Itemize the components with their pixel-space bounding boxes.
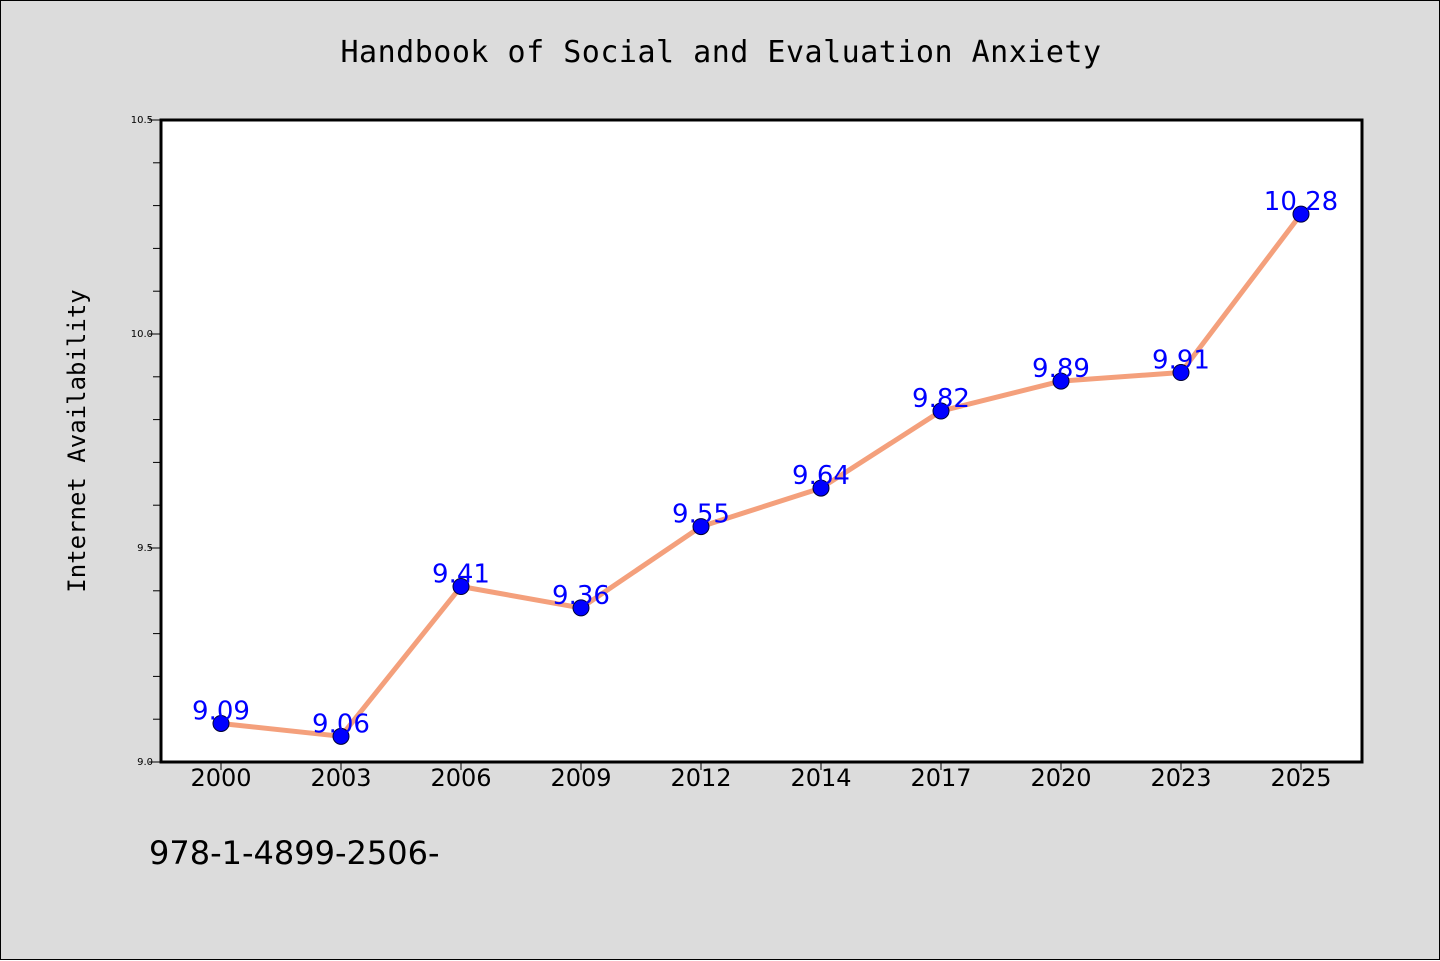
x-tick-label: 2012 — [670, 764, 731, 792]
data-point — [932, 402, 950, 420]
data-point — [212, 714, 230, 732]
y-tick-label: 10.5 — [131, 115, 153, 126]
data-point — [812, 479, 830, 497]
x-tick-label: 2014 — [790, 764, 851, 792]
series-line — [218, 211, 1304, 739]
data-label: 9.09 — [192, 696, 250, 726]
x-tick-label: 2025 — [1270, 764, 1331, 792]
data-label: 9.55 — [672, 500, 730, 530]
data-point — [572, 599, 590, 617]
data-point — [1292, 205, 1310, 223]
x-tick-label: 2017 — [910, 764, 971, 792]
isbn-footnote: 978-1-4899-2506- — [149, 834, 440, 872]
data-label: 9.91 — [1152, 346, 1210, 376]
data-label: 9.06 — [312, 709, 370, 739]
x-tick-label: 2000 — [190, 764, 251, 792]
plot-frame — [159, 118, 1364, 764]
data-label: 9.82 — [912, 384, 970, 414]
data-label: 9.41 — [432, 560, 490, 590]
data-label: 10.28 — [1264, 187, 1338, 217]
x-tick-label: 2003 — [310, 764, 371, 792]
x-tick-label: 2006 — [430, 764, 491, 792]
data-point — [1052, 372, 1070, 390]
data-point — [692, 518, 710, 536]
data-point — [452, 578, 470, 596]
x-tick-label: 2023 — [1150, 764, 1211, 792]
y-axis-title: Internet Availability — [63, 289, 91, 592]
y-tick-label: 9.5 — [137, 543, 153, 554]
data-point — [332, 727, 350, 745]
x-tick-label: 2020 — [1030, 764, 1091, 792]
x-tick-label: 2009 — [550, 764, 611, 792]
y-tick-label: 10.0 — [131, 329, 153, 340]
data-point — [1172, 364, 1190, 382]
plot-area — [161, 120, 1362, 762]
data-label: 9.64 — [792, 461, 850, 491]
chart-title: Handbook of Social and Evaluation Anxiet… — [340, 35, 1102, 70]
data-label: 9.89 — [1032, 354, 1090, 384]
data-label: 9.36 — [552, 581, 610, 611]
y-tick-label: 9.0 — [137, 757, 153, 768]
